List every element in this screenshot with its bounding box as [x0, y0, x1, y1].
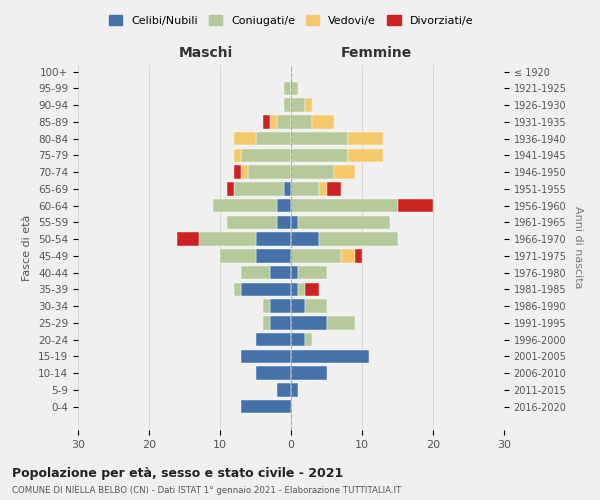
Bar	[291, 249, 341, 262]
Bar	[291, 82, 298, 95]
Y-axis label: Fasce di età: Fasce di età	[22, 214, 32, 280]
Bar	[291, 366, 326, 380]
Bar	[291, 148, 348, 162]
Bar	[248, 166, 291, 179]
Bar	[270, 266, 291, 280]
Bar	[213, 199, 277, 212]
Bar	[256, 232, 291, 246]
Text: COMUNE DI NIELLA BELBO (CN) - Dati ISTAT 1° gennaio 2021 - Elaborazione TUTTITAL: COMUNE DI NIELLA BELBO (CN) - Dati ISTAT…	[12, 486, 401, 495]
Bar	[234, 148, 241, 162]
Bar	[241, 350, 291, 363]
Bar	[234, 182, 284, 196]
Bar	[234, 166, 241, 179]
Bar	[178, 232, 199, 246]
Bar	[298, 216, 391, 229]
Text: Popolazione per età, sesso e stato civile - 2021: Popolazione per età, sesso e stato civil…	[12, 468, 343, 480]
Bar	[270, 300, 291, 313]
Bar	[291, 166, 334, 179]
Bar	[348, 132, 383, 145]
Bar	[199, 232, 256, 246]
Bar	[305, 282, 319, 296]
Bar	[291, 132, 348, 145]
Bar	[291, 383, 298, 396]
Bar	[291, 216, 298, 229]
Bar	[241, 400, 291, 413]
Bar	[277, 199, 291, 212]
Bar	[263, 115, 270, 128]
Bar	[270, 316, 291, 330]
Bar	[227, 182, 234, 196]
Bar	[270, 115, 277, 128]
Bar	[326, 316, 355, 330]
Bar	[291, 98, 305, 112]
Bar	[326, 182, 341, 196]
Bar	[291, 199, 398, 212]
Bar	[291, 266, 298, 280]
Bar	[291, 282, 298, 296]
Bar	[291, 232, 319, 246]
Text: Femmine: Femmine	[341, 46, 412, 60]
Bar	[256, 249, 291, 262]
Bar	[256, 333, 291, 346]
Bar	[256, 132, 291, 145]
Bar	[313, 115, 334, 128]
Bar	[227, 216, 277, 229]
Bar	[263, 300, 270, 313]
Bar	[305, 98, 313, 112]
Bar	[291, 333, 305, 346]
Bar	[277, 115, 291, 128]
Bar	[284, 82, 291, 95]
Bar	[241, 282, 291, 296]
Bar	[305, 300, 326, 313]
Bar	[234, 282, 241, 296]
Bar	[305, 333, 313, 346]
Bar	[277, 216, 291, 229]
Bar	[241, 148, 291, 162]
Bar	[298, 282, 305, 296]
Bar	[291, 182, 319, 196]
Bar	[220, 249, 256, 262]
Bar	[284, 98, 291, 112]
Bar	[319, 182, 326, 196]
Bar	[291, 300, 305, 313]
Bar	[291, 350, 369, 363]
Bar	[234, 132, 256, 145]
Bar	[277, 383, 291, 396]
Bar	[291, 115, 313, 128]
Legend: Celibi/Nubili, Coniugati/e, Vedovi/e, Divorziati/e: Celibi/Nubili, Coniugati/e, Vedovi/e, Di…	[106, 12, 476, 29]
Bar	[319, 232, 398, 246]
Bar	[284, 182, 291, 196]
Bar	[341, 249, 355, 262]
Bar	[348, 148, 383, 162]
Bar	[256, 366, 291, 380]
Bar	[291, 316, 326, 330]
Bar	[263, 316, 270, 330]
Bar	[334, 166, 355, 179]
Y-axis label: Anni di nascita: Anni di nascita	[573, 206, 583, 289]
Bar	[355, 249, 362, 262]
Bar	[241, 266, 270, 280]
Bar	[398, 199, 433, 212]
Bar	[241, 166, 248, 179]
Bar	[298, 266, 326, 280]
Text: Maschi: Maschi	[179, 46, 233, 60]
